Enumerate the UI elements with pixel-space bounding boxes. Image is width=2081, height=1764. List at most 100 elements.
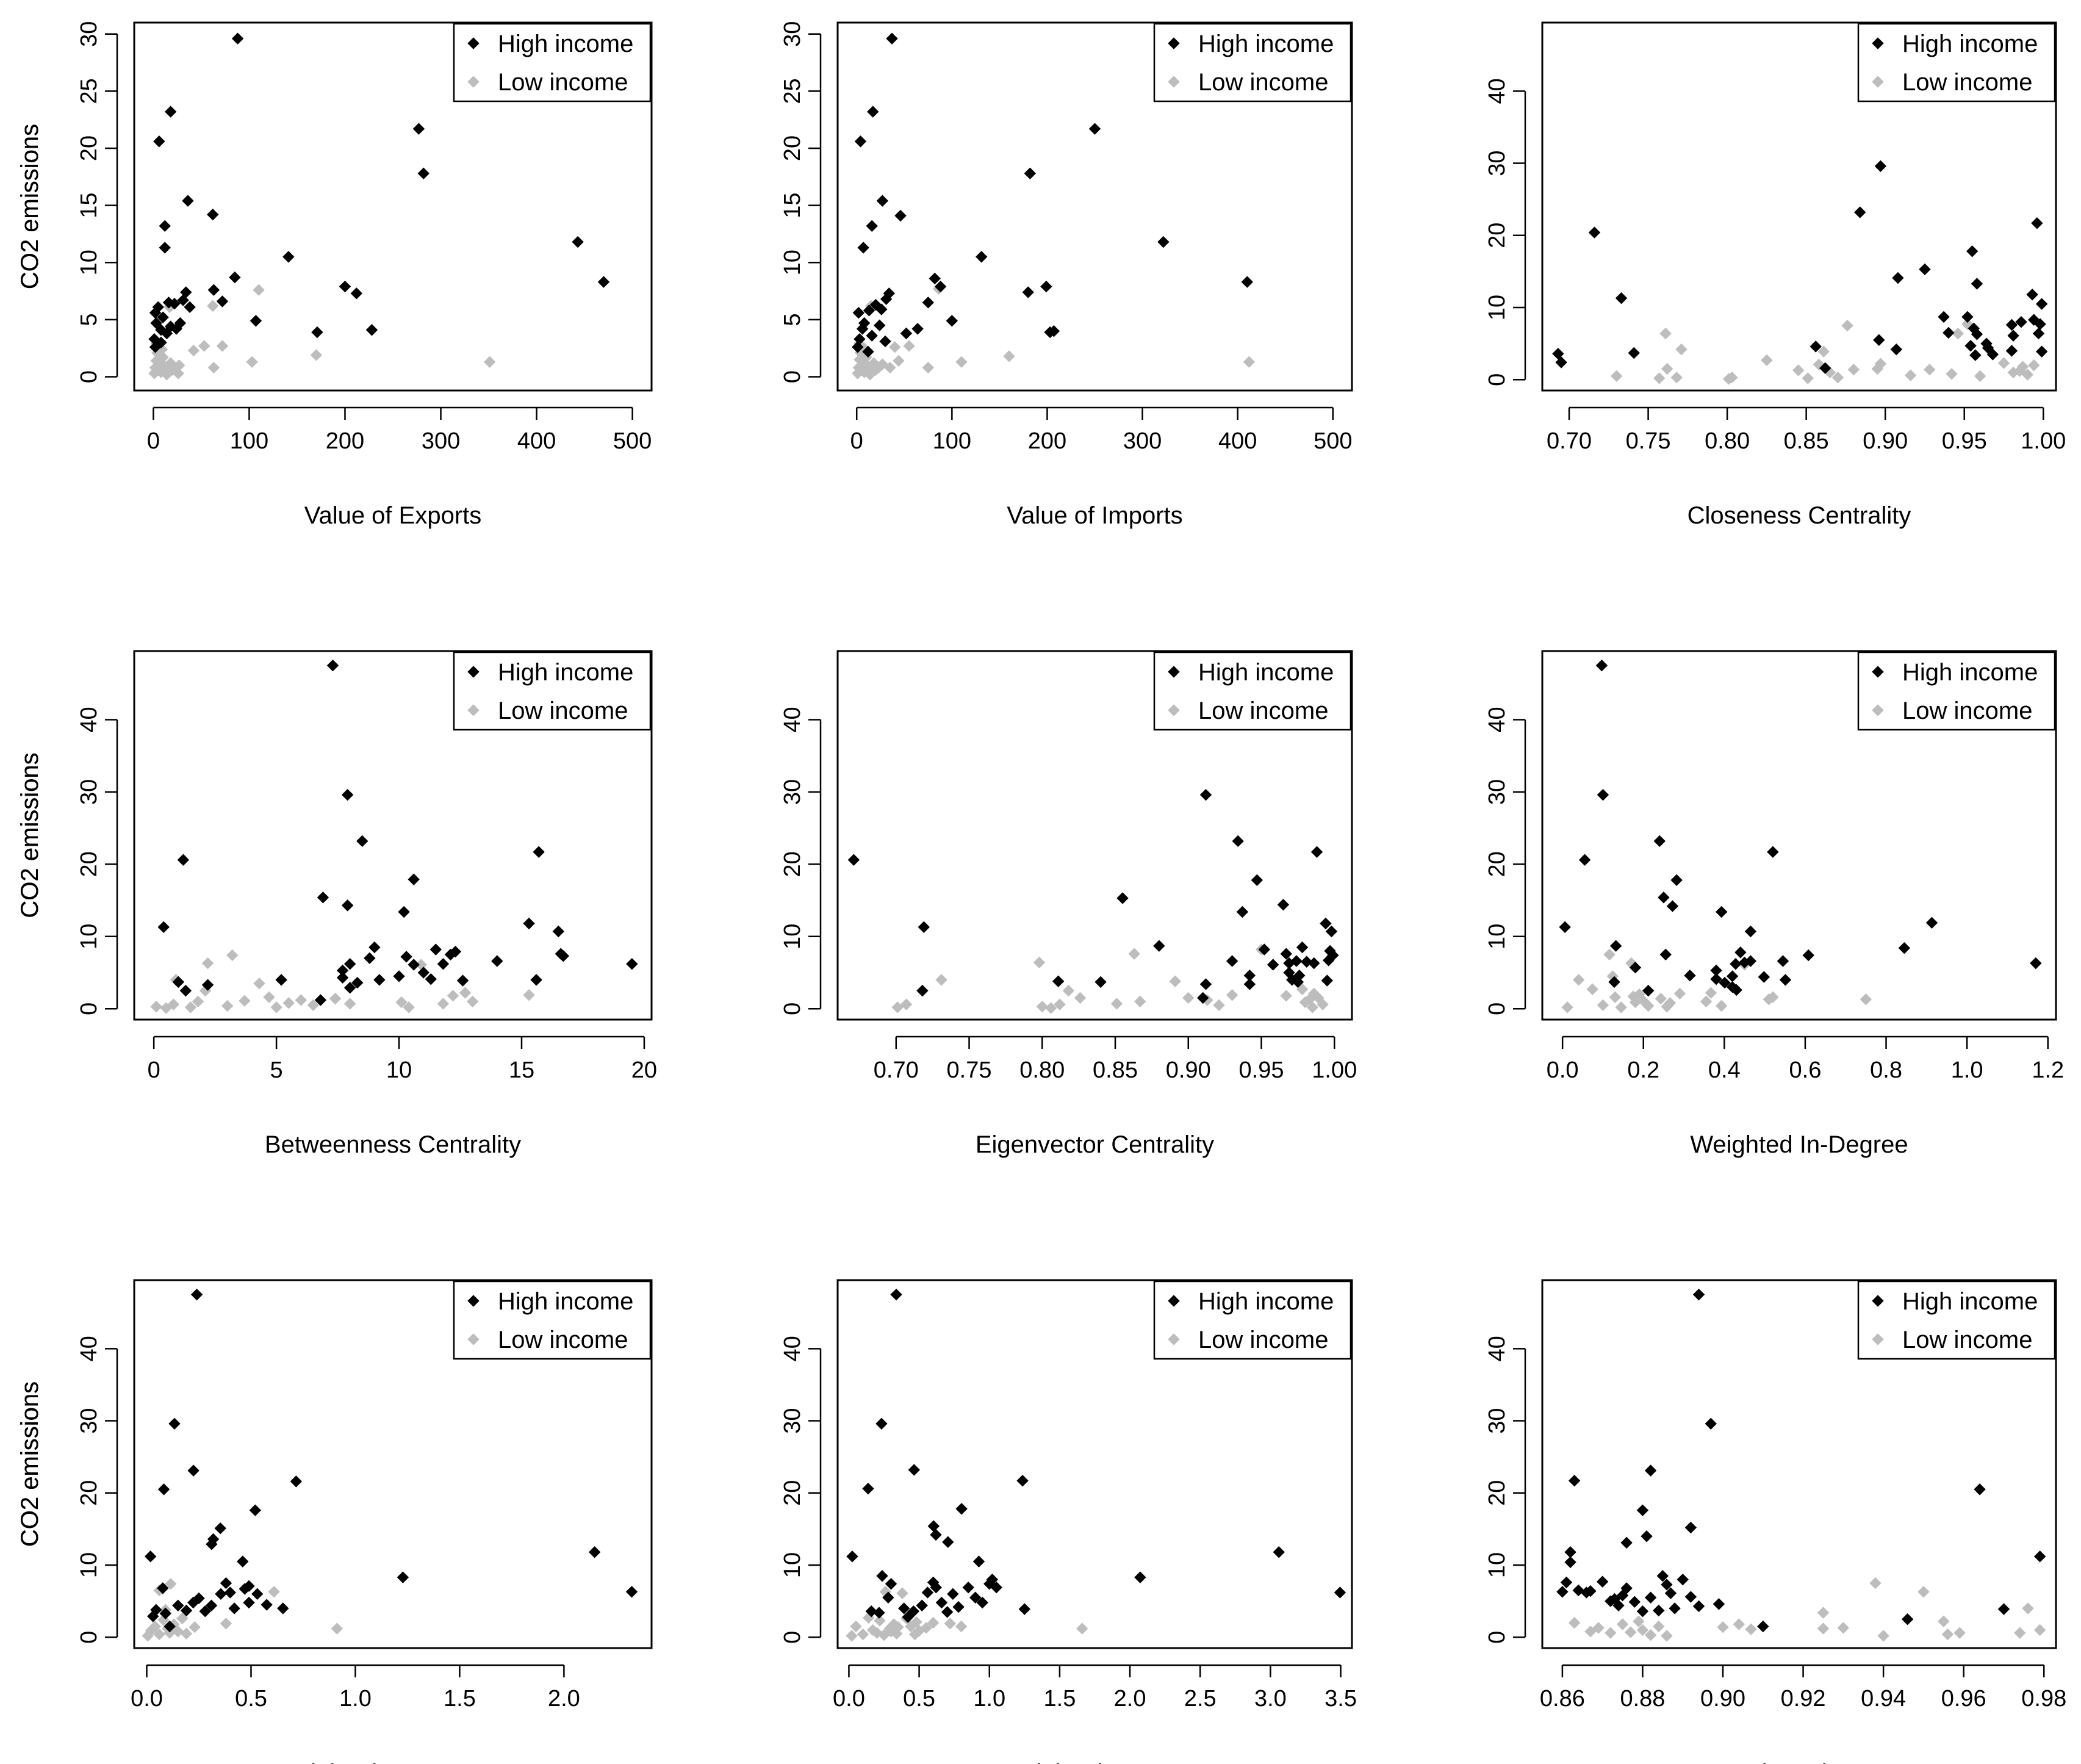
legend: High income Low income — [1153, 1280, 1352, 1360]
data-point — [243, 1596, 255, 1609]
data-point — [1661, 362, 1673, 375]
data-point — [425, 973, 437, 985]
data-point — [930, 1581, 942, 1594]
data-point — [400, 951, 412, 963]
data-point — [1555, 356, 1567, 369]
data-point — [916, 1599, 928, 1611]
data-point — [198, 340, 210, 352]
data-point — [1134, 995, 1146, 1008]
data-point — [153, 1628, 165, 1641]
data-point — [1040, 280, 1052, 293]
data-point — [1943, 326, 1955, 339]
x-tick-label: 200 — [1028, 428, 1066, 454]
data-point — [162, 365, 174, 377]
y-tick-label: 30 — [76, 1408, 102, 1433]
data-point — [179, 984, 192, 997]
data-point — [343, 958, 356, 970]
x-tick-label: 200 — [326, 428, 364, 454]
data-point — [1761, 354, 1773, 367]
data-point — [865, 1605, 877, 1618]
data-point — [847, 854, 860, 866]
data-point — [1924, 364, 1936, 376]
data-point — [1301, 956, 1313, 968]
data-point — [1620, 1536, 1633, 1549]
data-point — [1874, 160, 1887, 172]
data-point — [874, 1615, 886, 1627]
x-tick-label: 0.85 — [1784, 428, 1829, 454]
x-tick-label: 0.88 — [1620, 1686, 1665, 1712]
x-tick-label: 10 — [386, 1057, 412, 1083]
data-point — [942, 1536, 954, 1548]
y-tick-label: 20 — [1484, 851, 1510, 877]
data-point — [207, 300, 219, 312]
x-tick-label: 100 — [933, 428, 971, 454]
data-point — [955, 1620, 968, 1633]
data-point — [934, 280, 947, 293]
data-point — [351, 976, 364, 989]
data-point — [1901, 1613, 1914, 1625]
chart-panel-1: 0 100 200 300 400 500 0 5 10 15 20 25 30 Value of Exp… — [16, 21, 653, 529]
y-tick-label: 20 — [1484, 223, 1510, 248]
data-point — [1860, 993, 1872, 1006]
data-point — [1961, 311, 1974, 323]
data-point — [1290, 955, 1303, 967]
series-low-income — [846, 1586, 1088, 1642]
data-point — [1044, 1002, 1057, 1014]
data-point — [214, 1522, 226, 1535]
data-point — [1226, 989, 1238, 1001]
data-point — [1036, 1000, 1048, 1013]
chart-panel-7: 0.0 0.5 1.0 1.5 2.0 0 10 20 30 40 Weighted Out-Deg… — [16, 1279, 653, 1764]
data-point — [373, 974, 386, 986]
data-point — [883, 287, 896, 300]
y-tick-label: 30 — [76, 21, 102, 47]
x-tick-label: 1.0 — [339, 1686, 372, 1712]
x-tick-label: 0.90 — [1863, 428, 1908, 454]
y-axis-title: CO2 emissions — [16, 124, 43, 289]
data-point — [969, 1591, 982, 1604]
data-point — [201, 957, 214, 970]
data-point — [290, 1475, 303, 1488]
data-point — [1869, 1577, 1882, 1589]
data-point — [237, 1555, 249, 1568]
data-point — [1644, 1464, 1657, 1477]
data-point — [1568, 1616, 1581, 1629]
y-tick-label: 10 — [76, 250, 102, 275]
data-point — [944, 1618, 956, 1630]
data-point — [149, 1620, 161, 1633]
data-point — [1946, 368, 1958, 380]
data-point — [854, 135, 867, 148]
data-point — [152, 301, 164, 314]
data-point — [1710, 973, 1722, 985]
data-point — [206, 1538, 218, 1550]
y-tick-label: 10 — [76, 1552, 102, 1578]
data-point — [364, 952, 376, 965]
data-point — [1317, 998, 1329, 1010]
data-point — [2035, 345, 2048, 358]
data-point — [147, 1610, 159, 1622]
data-point — [921, 1586, 934, 1599]
data-point — [1334, 1586, 1346, 1599]
y-tick-label: 0 — [76, 1003, 102, 1015]
data-point — [1969, 349, 1982, 361]
data-point — [1597, 788, 1609, 801]
legend-marker — [1872, 76, 1884, 88]
data-point — [157, 1582, 169, 1594]
data-point — [1841, 319, 1853, 332]
data-point — [1710, 964, 1722, 977]
data-point — [249, 1504, 262, 1516]
data-point — [253, 977, 265, 990]
x-tick-label: 1.2 — [2032, 1057, 2064, 1083]
data-point — [1997, 1603, 2010, 1615]
data-point — [239, 995, 251, 1007]
series-high-income — [847, 788, 1339, 1004]
x-tick-label: 0.80 — [1019, 1057, 1065, 1083]
data-point — [1232, 835, 1244, 848]
data-point — [177, 294, 189, 306]
data-point — [976, 1596, 988, 1609]
data-point — [1802, 949, 1814, 962]
data-point — [2022, 1602, 2034, 1615]
data-point — [962, 1581, 974, 1594]
data-point — [990, 1581, 1002, 1594]
data-point — [167, 998, 180, 1010]
data-point — [207, 284, 220, 296]
